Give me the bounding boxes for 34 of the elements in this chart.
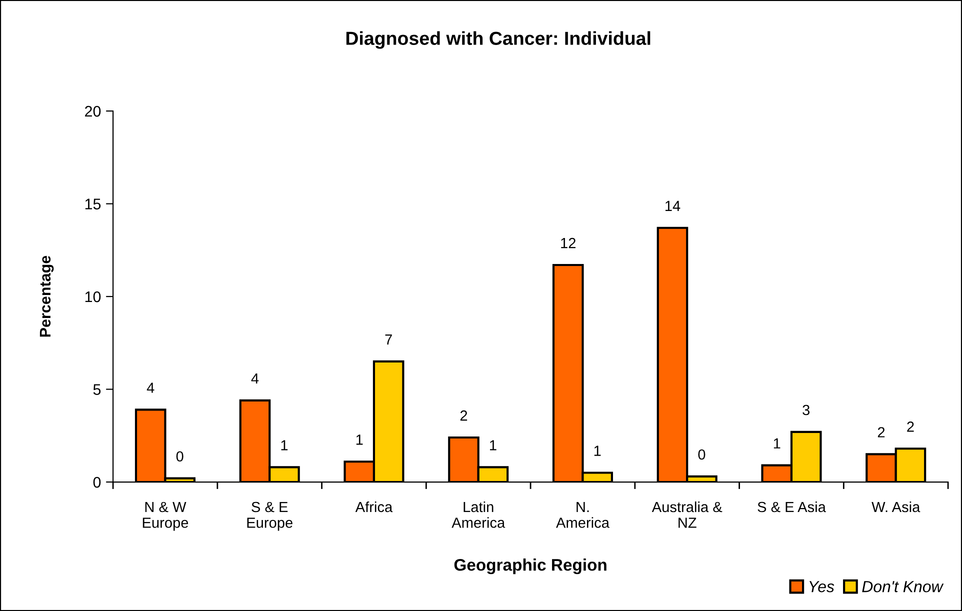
data-label: 0 [698, 449, 706, 460]
data-label: 4 [251, 373, 259, 384]
chart-title: Diagnosed with Cancer: Individual [346, 31, 650, 49]
y-tick-label: 15 [85, 198, 101, 210]
x-tick-label: Latin America [452, 501, 506, 528]
data-label: 1 [281, 440, 288, 450]
legend-label: Yes [810, 581, 834, 592]
data-label: 1 [356, 434, 363, 445]
data-label: 2 [878, 427, 885, 438]
x-tick-label: N & W Europe [142, 502, 188, 531]
data-label: 12 [561, 238, 576, 248]
x-tick-label: Africa [355, 501, 393, 512]
data-label: 2 [460, 410, 468, 421]
data-label: 1 [594, 446, 601, 456]
y-tick-label: 20 [85, 106, 101, 117]
x-tick-label: Australia & NZ [652, 501, 722, 528]
data-label: 0 [176, 451, 184, 462]
x-axis-title: Geographic Region [454, 558, 606, 574]
y-axis-title: Percentage [40, 256, 54, 337]
data-label: 2 [907, 422, 914, 432]
data-label: 1 [774, 438, 780, 448]
data-label: 3 [802, 404, 810, 416]
y-tick-label: 5 [93, 384, 101, 395]
x-tick-label: N. America [556, 502, 610, 528]
legend-label: Don't Know [862, 581, 944, 592]
x-tick-label: S & E Asia [758, 501, 826, 512]
x-tick-label: W. Asia [872, 501, 920, 512]
data-label: 14 [666, 200, 680, 211]
data-label: 4 [146, 382, 154, 393]
y-tick-label: 0 [93, 476, 101, 488]
data-label: 1 [490, 440, 496, 450]
x-tick-label: S & E Europe [247, 502, 292, 531]
data-label: 7 [385, 334, 392, 345]
y-tick-label: 10 [85, 291, 101, 302]
